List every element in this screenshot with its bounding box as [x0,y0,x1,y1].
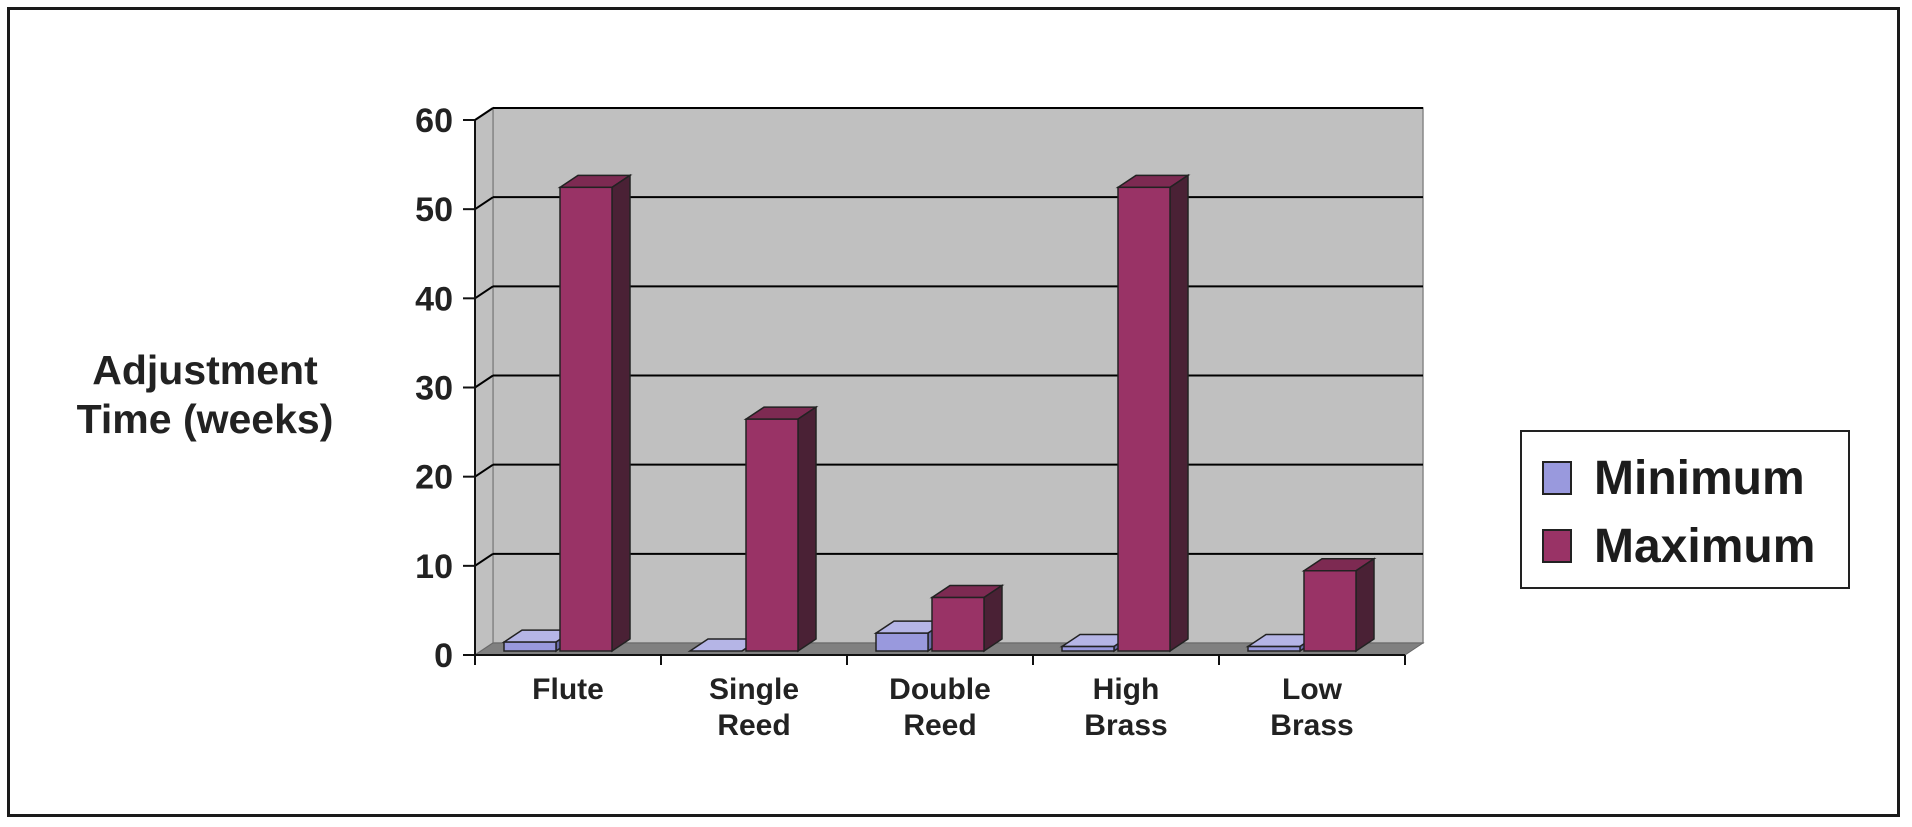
bar-minimum [875,632,929,652]
bar-maximum-side [797,405,817,653]
x-tick-label: Low [1282,673,1343,706]
legend: Minimum Maximum [1520,430,1850,589]
gridline-side [474,196,494,210]
bar-maximum-side [1355,557,1375,653]
bar-minimum [503,641,557,652]
x-tick-label: Brass [1084,709,1167,742]
legend-label-maximum: Maximum [1594,519,1816,573]
bar-maximum [931,596,985,652]
bar-minimum [1061,645,1115,652]
y-tick-label: 60 [415,102,453,140]
y-tick-label: 0 [434,637,453,675]
bar-maximum [1303,570,1357,652]
gridline-side [474,107,494,121]
legend-item-minimum: Minimum [1542,448,1805,508]
y-tick-label: 50 [415,191,453,229]
x-tick-label: Brass [1270,709,1353,742]
y-tick-label: 40 [415,280,453,318]
x-tick-label: Reed [717,709,790,742]
gridline-side [474,285,494,300]
legend-swatch-minimum [1542,461,1572,495]
gridline-side [474,374,494,389]
x-tick-label: Flute [532,673,604,706]
y-axis-label: Adjustment Time (weeks) [76,347,334,442]
bar-minimum [1247,645,1301,652]
x-tick-label: Reed [903,709,976,742]
gridline-side [474,463,494,478]
bar-maximum [745,418,799,652]
x-tick-label: Double [889,673,991,706]
y-tick-label: 10 [415,548,453,586]
bar-maximum-side [1169,173,1189,653]
legend-swatch-maximum [1542,529,1572,563]
y-tick-label: 20 [415,459,453,497]
y-tick-label: 30 [415,370,453,408]
legend-label-minimum: Minimum [1594,451,1805,505]
bar-maximum-side [611,173,631,653]
bar-maximum [1117,186,1171,652]
bar-maximum [559,186,613,652]
gridline-side [474,553,494,567]
x-tick-label: Single [709,673,799,706]
bar-maximum-side [983,584,1003,653]
x-tick-label: High [1093,673,1160,706]
legend-item-maximum: Maximum [1542,516,1815,576]
